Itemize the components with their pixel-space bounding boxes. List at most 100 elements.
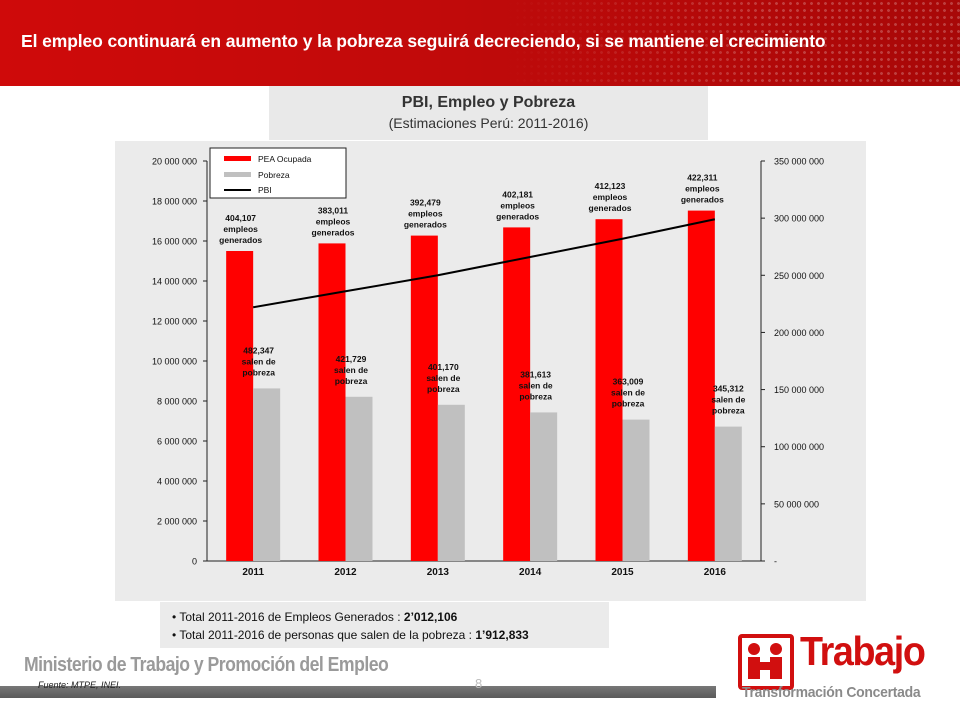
logo-word: Trabajo [800, 628, 926, 674]
employment-data-label: empleos [223, 224, 258, 234]
left-tick-label: 16 000 000 [152, 237, 197, 247]
poverty-data-label: salen de [242, 356, 276, 366]
x-tick-label: 2016 [704, 567, 727, 578]
employment-bar [410, 235, 438, 561]
poverty-data-label: salen de [426, 373, 460, 383]
logo-emblem-icon [738, 634, 794, 690]
poverty-data-label: pobreza [427, 384, 460, 394]
legend-label-gdp: PBI [258, 185, 272, 195]
poverty-bar [530, 412, 558, 561]
poverty-data-label: pobreza [519, 391, 552, 401]
employment-data-label: empleos [593, 192, 628, 202]
employment-data-label: generados [681, 195, 724, 205]
x-tick-label: 2015 [611, 567, 634, 578]
legend-swatch-employment [224, 156, 251, 161]
bullet: • [172, 628, 180, 642]
left-tick-label: 8 000 000 [157, 397, 197, 407]
poverty-data-label: salen de [334, 365, 368, 375]
employment-data-label: empleos [685, 184, 720, 194]
poverty-data-label: pobreza [242, 367, 275, 377]
summary-value: 1’912,833 [475, 628, 529, 642]
right-tick-label: 200 000 000 [774, 328, 824, 338]
employment-data-label: generados [589, 203, 632, 213]
right-tick-label: 250 000 000 [774, 271, 824, 281]
summary-text: Total 2011-2016 de personas que salen de… [179, 628, 476, 642]
poverty-data-label: pobreza [612, 399, 645, 409]
employment-data-label: generados [219, 235, 262, 245]
poverty-data-label: pobreza [335, 376, 368, 386]
left-tick-label: 6 000 000 [157, 437, 197, 447]
slide-title: El empleo continuará en aumento y la pob… [21, 31, 826, 51]
chart-subtitle: (Estimaciones Perú: 2011-2016) [388, 115, 589, 131]
poverty-bar [437, 404, 465, 561]
poverty-data-label: 381,613 [520, 369, 551, 379]
left-tick-label: 20 000 000 [152, 157, 197, 167]
left-tick-label: 18 000 000 [152, 197, 197, 207]
employment-data-label: generados [404, 220, 447, 230]
title-bar: El empleo continuará en aumento y la pob… [0, 0, 960, 86]
summary-value: 2’012,106 [403, 610, 458, 624]
right-tick-label: 50 000 000 [774, 499, 819, 509]
poverty-data-label: 401,170 [428, 362, 459, 372]
employment-data-label: empleos [408, 209, 443, 219]
left-tick-label: 10 000 000 [152, 357, 197, 367]
poverty-bar [345, 396, 373, 561]
logo-subtitle: Transformación Concertada [742, 684, 921, 701]
summary-text: Total 2011-2016 de Empleos Generados : [179, 610, 404, 624]
employment-data-label: generados [496, 211, 539, 221]
trabajo-logo: Trabajo Transformación Concertada [738, 628, 948, 706]
right-tick-label: 100 000 000 [774, 442, 824, 452]
poverty-data-label: salen de [519, 380, 553, 390]
right-tick-label: 350 000 000 [774, 157, 824, 167]
chart-heading: PBI, Empleo y Pobreza (Estimaciones Perú… [269, 86, 708, 140]
employment-data-label: empleos [316, 216, 351, 226]
legend-label-employment: PEA Ocupada [258, 154, 312, 164]
poverty-data-label: salen de [711, 395, 745, 405]
left-tick-label: 14 000 000 [152, 277, 197, 287]
employment-data-label: 404,107 [225, 213, 256, 223]
poverty-bar [714, 426, 742, 561]
poverty-bar [253, 388, 281, 561]
employment-data-label: 402,181 [502, 189, 533, 199]
summary-line: • Total 2011-2016 de Empleos Generados :… [172, 608, 609, 626]
left-tick-label: 4 000 000 [157, 477, 197, 487]
x-tick-label: 2013 [427, 567, 450, 578]
legend-label-poverty: Pobreza [258, 170, 290, 180]
right-tick-label: 150 000 000 [774, 385, 824, 395]
people-icon [748, 643, 782, 679]
x-tick-label: 2011 [242, 567, 264, 578]
employment-bar [503, 227, 531, 561]
chart-svg: 0 2 000 000 4 000 000 6 000 000 8 000 000 10 … [152, 147, 824, 578]
gdp-line [252, 218, 716, 309]
right-tick-label: 300 000 000 [774, 214, 824, 224]
page-number: 8 [475, 676, 483, 691]
source-note: Fuente: MTPE, INEI. [38, 680, 122, 690]
chart-title: PBI, Empleo y Pobreza [401, 94, 576, 111]
chart-panel: 0 2 000 000 4 000 000 6 000 000 8 000 000 10 … [115, 141, 866, 601]
employment-data-label: 422,311 [687, 173, 718, 183]
ministry-name: Ministerio de Trabajo y Promoción del Em… [24, 653, 389, 676]
poverty-data-label: 363,009 [613, 377, 644, 387]
x-tick-label: 2014 [519, 567, 542, 578]
left-tick-label: 0 [192, 557, 197, 567]
left-tick-label: 12 000 000 [152, 317, 197, 327]
poverty-data-label: salen de [611, 388, 645, 398]
title-bar-dot-pattern [500, 0, 960, 86]
poverty-data-label: 482,347 [243, 345, 274, 355]
poverty-data-label: 421,729 [336, 354, 367, 364]
legend-swatch-poverty [224, 172, 251, 177]
employment-data-label: 392,479 [410, 198, 441, 208]
poverty-data-label: 345,312 [713, 384, 744, 394]
employment-data-label: 412,123 [595, 181, 626, 191]
employment-bar [226, 251, 254, 561]
x-tick-label: 2012 [334, 567, 357, 578]
summary-line: • Total 2011-2016 de personas que salen … [172, 626, 609, 644]
poverty-bar [622, 419, 650, 561]
employment-bar [318, 243, 346, 561]
footer-bar [0, 686, 716, 698]
left-tick-label: 2 000 000 [157, 517, 197, 527]
right-tick-label: - [774, 557, 777, 567]
employment-bar [687, 210, 715, 561]
poverty-data-label: pobreza [712, 406, 745, 416]
employment-data-label: empleos [500, 200, 535, 210]
